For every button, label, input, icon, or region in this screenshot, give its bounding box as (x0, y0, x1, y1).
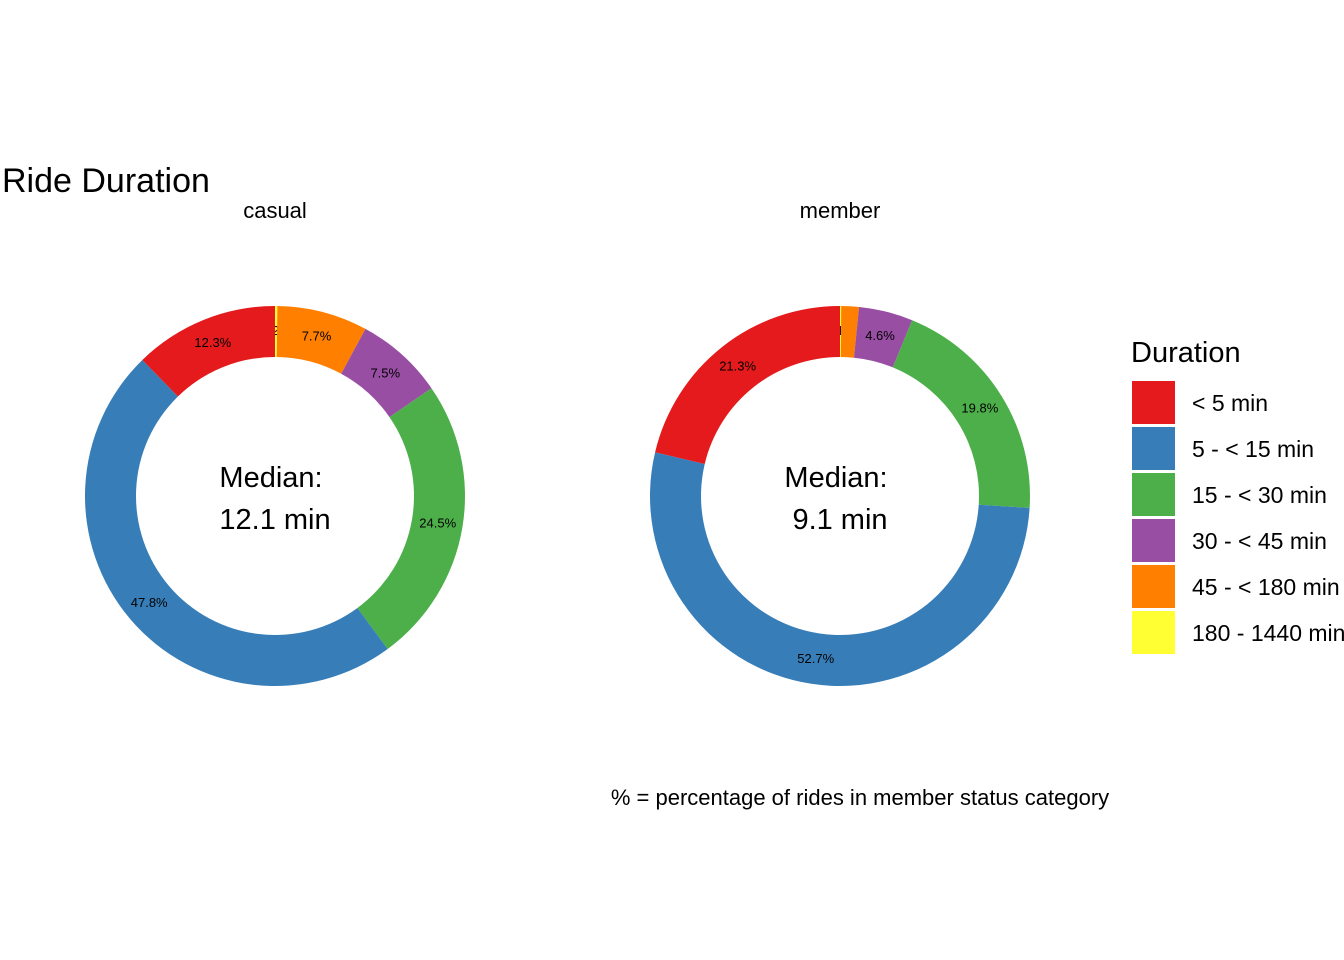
pct-label-casual-5-min: 12.3% (194, 335, 231, 350)
pct-label-casual-30-45-min: 7.5% (370, 365, 400, 380)
pct-label-member-5-15-min: 52.7% (797, 651, 834, 666)
slice-member-180-1440-min (840, 306, 842, 358)
pct-label-casual-15-30-min: 24.5% (419, 515, 456, 530)
slice-casual-30-45-min (341, 328, 432, 418)
legend-swatch-5-min (1132, 381, 1175, 424)
pct-label-member-30-45-min: 4.6% (865, 328, 895, 343)
chart-caption: % = percentage of rides in member status… (611, 785, 1109, 810)
median-value-member: 9.1 min (792, 504, 887, 536)
chart-title: Ride Duration (2, 162, 210, 200)
legend-label-180-1440-min: 180 - 1440 min (1192, 620, 1344, 646)
legend-swatch-45-180-min (1132, 565, 1175, 608)
legend-title: Duration (1131, 337, 1241, 369)
legend-swatch-5-15-min (1132, 427, 1175, 470)
legend-label-15-30-min: 15 - < 30 min (1192, 482, 1327, 508)
legend-label-5-min: < 5 min (1192, 390, 1268, 416)
slice-member-30-45-min (853, 306, 913, 368)
slice-member-5-15-min (650, 452, 1030, 686)
legend-label-45-180-min: 45 - < 180 min (1192, 574, 1340, 600)
facet-label-member: member (800, 198, 881, 223)
median-value-casual: 12.1 min (219, 504, 330, 536)
slice-casual-45-180-min (276, 306, 366, 374)
pct-label-casual-45-180-min: 7.7% (302, 328, 332, 343)
slice-casual-15-30-min (357, 388, 465, 650)
legend-swatch-15-30-min (1132, 473, 1175, 516)
donut-member: 0.1% 4.6%19.8%52.7%21.3% (650, 306, 1031, 686)
facet-label-casual: casual (243, 198, 307, 223)
pct-label-member-5-min: 21.3% (719, 359, 756, 374)
pct-label-casual-5-15-min: 47.8% (131, 595, 168, 610)
slice-member-15-30-min (892, 320, 1031, 508)
pct-label-member-15-30-min: 19.8% (961, 400, 998, 415)
slice-casual-5-15-min (85, 359, 388, 686)
legend-swatch-180-1440-min (1132, 611, 1175, 654)
legend-label-30-45-min: 30 - < 45 min (1192, 528, 1327, 554)
donut-casual: 0.2% 7.7%7.5%24.5%47.8%12.3% (85, 306, 465, 686)
legend-label-5-15-min: 5 - < 15 min (1192, 436, 1314, 462)
slice-casual-5-min (142, 306, 275, 397)
legend: < 5 min 5 - < 15 min 15 - < 30 min 30 - < 4… (1132, 381, 1344, 654)
slice-member-45-180-min (840, 306, 860, 358)
slice-member-5-min (655, 306, 840, 464)
median-label-casual: Median: (219, 462, 322, 494)
median-label-member: Median: (784, 462, 887, 494)
slice-casual-180-1440-min (275, 306, 278, 358)
legend-swatch-30-45-min (1132, 519, 1175, 562)
